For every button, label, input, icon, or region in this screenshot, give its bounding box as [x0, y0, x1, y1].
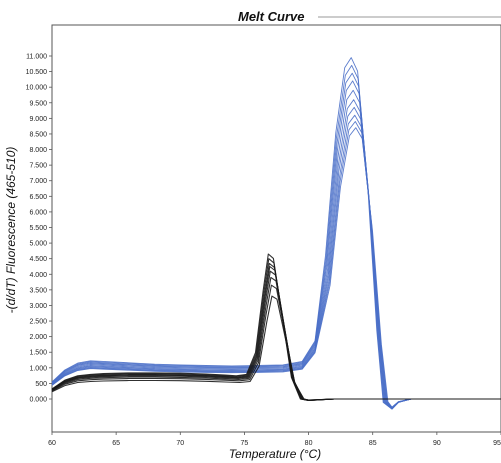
- y-tick-label: 8.500: [29, 131, 47, 138]
- x-tick-label: 90: [433, 440, 441, 447]
- blue-melt-curve: [51, 127, 501, 408]
- y-axis-label: -(d/dT) Fluorescence (465-510): [4, 147, 18, 314]
- x-ticks: 60 65 70 75 80 85 90 95: [48, 432, 501, 447]
- y-tick-label: 0.000: [29, 397, 47, 404]
- y-tick-label: 11.000: [26, 54, 47, 61]
- y-tick-label: 2.000: [29, 334, 47, 341]
- y-ticks: 0.000 500 1.000 1.500 2.000 2.500 3.000 3.500 4.…: [26, 54, 52, 404]
- y-tick-label: 500: [35, 381, 47, 388]
- x-tick-label: 65: [112, 440, 120, 447]
- x-tick-label: 80: [305, 440, 313, 447]
- y-tick-label: 6.000: [29, 209, 47, 216]
- y-tick-label: 3.500: [29, 287, 47, 294]
- y-tick-label: 5.500: [29, 225, 47, 232]
- y-tick-label: 1.500: [29, 350, 47, 357]
- y-tick-label: 4.000: [29, 272, 47, 279]
- y-tick-label: 2.500: [29, 319, 47, 326]
- y-tick-label: 3.000: [29, 303, 47, 310]
- y-tick-label: 1.000: [29, 365, 47, 372]
- y-tick-label: 5.000: [29, 241, 47, 248]
- y-tick-label: 6.500: [29, 194, 47, 201]
- series-layer: [51, 57, 501, 410]
- y-tick-label: 7.500: [29, 163, 47, 170]
- y-tick-label: 10.000: [26, 85, 48, 92]
- y-tick-label: 10.500: [26, 69, 48, 76]
- x-tick-label: 70: [176, 440, 184, 447]
- y-tick-label: 9.500: [29, 100, 47, 107]
- y-tick-label: 4.500: [29, 256, 47, 263]
- x-tick-label: 95: [493, 440, 501, 447]
- y-tick-label: 9.000: [29, 116, 47, 123]
- chart-title: Melt Curve: [238, 9, 304, 24]
- x-tick-label: 85: [369, 440, 377, 447]
- x-axis-label: Temperature (°C): [229, 447, 321, 461]
- x-tick-label: 75: [241, 440, 249, 447]
- y-tick-label: 8.000: [29, 147, 47, 154]
- y-tick-label: 7.000: [29, 178, 47, 185]
- x-tick-label: 60: [48, 440, 56, 447]
- black-melt-curve: [51, 295, 501, 401]
